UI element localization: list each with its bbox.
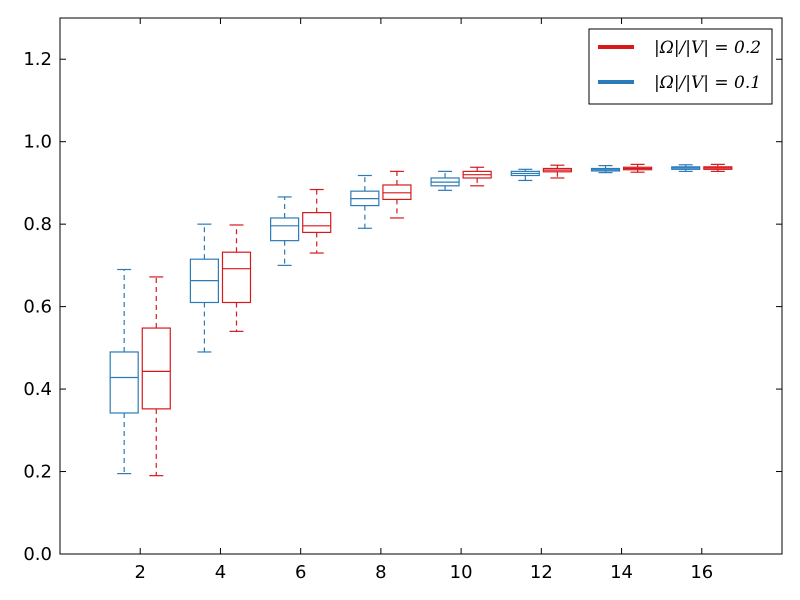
legend-label-0-2: |Ω|/|V| = 0.2: [654, 38, 761, 58]
series-1: [141, 163, 733, 477]
box-1-x2-iqr-box: [141, 327, 171, 410]
y-tick-label-0: 0.0: [23, 544, 52, 565]
y-tick-label-4: 0.8: [23, 214, 52, 235]
box-1-x8-iqr-box: [382, 184, 412, 201]
legend-label-0-1: |Ω|/|V| = 0.1: [654, 73, 761, 93]
box-0-x2-iqr-box: [109, 351, 139, 414]
y-tick-label-1: 0.2: [23, 462, 52, 483]
y-tick-label-6: 1.2: [23, 49, 52, 70]
x-tick-label-2: 2: [134, 562, 145, 583]
legend: |Ω|/|V| = 0.2 |Ω|/|V| = 0.1: [588, 28, 773, 105]
x-tick-label-14: 14: [610, 562, 633, 583]
ticks-layer: 2 4 6 8 10 12 14 16 0.0 0.2 0.4 0.6 0.8 1.0 1.2: [23, 18, 782, 583]
x-tick-label-6: 6: [295, 562, 306, 583]
box-1-x6-iqr-box: [302, 212, 332, 234]
box-0-x6-iqr-box: [270, 217, 300, 242]
x-tick-label-10: 10: [450, 562, 473, 583]
y-tick-label-2: 0.4: [23, 379, 52, 400]
series-0: [109, 164, 701, 475]
plot-background: [60, 18, 782, 554]
x-tick-label-16: 16: [690, 562, 713, 583]
x-tick-label-8: 8: [375, 562, 386, 583]
x-tick-label-4: 4: [215, 562, 226, 583]
legend-frame: [588, 28, 773, 105]
boxes-layer: [109, 163, 733, 477]
box-1-x4-iqr-box: [221, 251, 252, 304]
plot-frame: [59, 17, 783, 555]
x-tick-label-12: 12: [530, 562, 553, 583]
y-tick-label-5: 1.0: [23, 132, 52, 153]
y-tick-label-3: 0.6: [23, 297, 52, 318]
